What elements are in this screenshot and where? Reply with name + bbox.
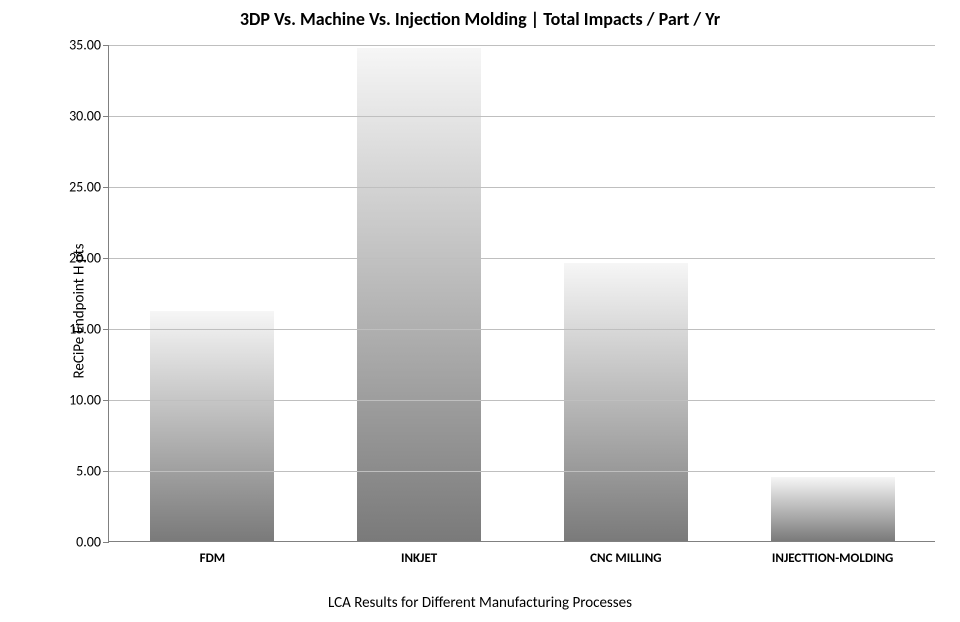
y-tick-label: 30.00 xyxy=(69,108,109,125)
x-tick-label: INKJET xyxy=(401,541,437,566)
grid-line xyxy=(109,187,935,188)
chart-title: 3DP Vs. Machine Vs. Injection Molding | … xyxy=(0,8,960,30)
x-tick-label: INJECTTION-MOLDING xyxy=(772,541,893,566)
bar xyxy=(357,48,481,541)
bar xyxy=(771,477,895,541)
grid-line xyxy=(109,329,935,330)
plot-area: 0.005.0010.0015.0020.0025.0030.0035.00FD… xyxy=(108,45,935,542)
y-tick-label: 5.00 xyxy=(76,463,109,480)
y-tick-label: 35.00 xyxy=(69,37,109,54)
grid-line xyxy=(109,258,935,259)
x-tick-label: FDM xyxy=(200,541,226,566)
bar xyxy=(564,263,688,541)
bar xyxy=(150,311,274,541)
y-tick-label: 10.00 xyxy=(69,392,109,409)
x-tick-label: CNC MILLING xyxy=(590,541,661,566)
x-axis-label: LCA Results for Different Manufacturing … xyxy=(0,594,960,612)
y-tick-label: 15.00 xyxy=(69,321,109,338)
y-tick-label: 25.00 xyxy=(69,179,109,196)
grid-line xyxy=(109,116,935,117)
y-tick-label: 0.00 xyxy=(76,534,109,551)
bars-group xyxy=(109,45,935,541)
grid-line xyxy=(109,471,935,472)
grid-line xyxy=(109,400,935,401)
grid-line xyxy=(109,45,935,46)
chart-container: 3DP Vs. Machine Vs. Injection Molding | … xyxy=(0,0,960,622)
y-tick-label: 20.00 xyxy=(69,250,109,267)
